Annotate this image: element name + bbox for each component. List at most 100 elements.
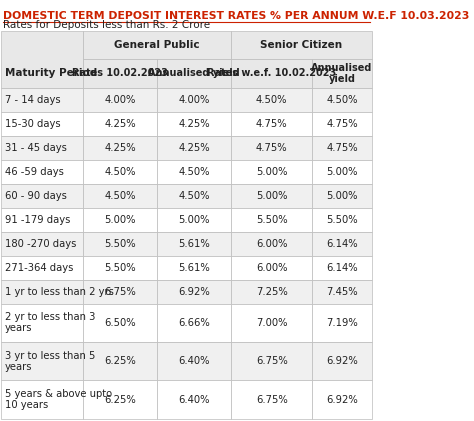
Bar (312, 59, 372, 88)
Bar (157, 184, 231, 208)
Text: 7.00%: 7.00% (256, 318, 288, 328)
Bar (231, 304, 312, 342)
Text: DOMESTIC TERM DEPOSIT INTEREST RATES % PER ANNUM W.E.F 10.03.2023: DOMESTIC TERM DEPOSIT INTEREST RATES % P… (3, 11, 470, 21)
Text: 6.00%: 6.00% (256, 239, 288, 248)
Text: 5.50%: 5.50% (104, 263, 136, 272)
Bar (312, 232, 372, 256)
Bar (1, 208, 83, 232)
Text: 6.40%: 6.40% (178, 356, 210, 366)
Bar (83, 59, 157, 88)
Text: 6.14%: 6.14% (326, 239, 358, 248)
Text: 5.00%: 5.00% (327, 167, 358, 176)
Text: 5.00%: 5.00% (104, 215, 136, 224)
Bar (231, 160, 312, 184)
Bar (83, 380, 157, 419)
Text: Annualised
yield: Annualised yield (311, 63, 373, 84)
Bar (312, 280, 372, 304)
Text: 4.25%: 4.25% (104, 143, 136, 152)
Text: Rates 10.02.2023: Rates 10.02.2023 (72, 68, 168, 78)
Text: 4.25%: 4.25% (104, 119, 136, 128)
Bar (231, 342, 312, 380)
Text: 4.75%: 4.75% (326, 119, 358, 128)
Text: 7.45%: 7.45% (326, 287, 358, 296)
Bar (83, 184, 157, 208)
Bar (1, 232, 83, 256)
Bar (83, 88, 157, 112)
Bar (312, 112, 372, 136)
Text: General Public: General Public (114, 40, 200, 50)
Text: Maturity Period: Maturity Period (5, 68, 97, 78)
Text: 6.00%: 6.00% (256, 263, 288, 272)
Bar (157, 232, 231, 256)
Text: 4.75%: 4.75% (326, 143, 358, 152)
Text: 6.75%: 6.75% (256, 356, 288, 366)
Bar (1, 184, 83, 208)
Text: 6.92%: 6.92% (326, 394, 358, 405)
Text: 6.40%: 6.40% (178, 394, 210, 405)
Bar (1, 136, 83, 160)
Bar (83, 280, 157, 304)
Text: 6.66%: 6.66% (178, 318, 210, 328)
Bar (157, 160, 231, 184)
Text: 5 years & above upto
10 years: 5 years & above upto 10 years (5, 389, 112, 410)
Text: 6.50%: 6.50% (104, 318, 136, 328)
Bar (157, 280, 231, 304)
Bar (231, 280, 312, 304)
Bar (312, 342, 372, 380)
Bar (1, 256, 83, 280)
Bar (157, 88, 231, 112)
Text: 4.00%: 4.00% (104, 95, 136, 104)
Text: 4.75%: 4.75% (256, 119, 288, 128)
Bar (83, 136, 157, 160)
Text: 6.25%: 6.25% (104, 356, 136, 366)
Text: 7.19%: 7.19% (326, 318, 358, 328)
Bar (231, 112, 312, 136)
Text: 4.50%: 4.50% (327, 95, 358, 104)
Text: 6.75%: 6.75% (104, 287, 136, 296)
Text: 4.50%: 4.50% (104, 191, 136, 200)
Bar (1, 304, 83, 342)
Bar (1, 380, 83, 419)
Bar (231, 88, 312, 112)
Bar (312, 136, 372, 160)
Text: 5.00%: 5.00% (327, 191, 358, 200)
Bar (83, 256, 157, 280)
Bar (231, 136, 312, 160)
Text: 4.50%: 4.50% (178, 167, 210, 176)
Text: 5.61%: 5.61% (178, 263, 210, 272)
Text: Senior Citizen: Senior Citizen (260, 40, 342, 50)
Text: 6.25%: 6.25% (104, 394, 136, 405)
Bar (312, 184, 372, 208)
Text: 5.50%: 5.50% (326, 215, 358, 224)
Bar (83, 112, 157, 136)
Bar (1, 31, 83, 88)
Text: 6.92%: 6.92% (178, 287, 210, 296)
Text: 2 yr to less than 3
years: 2 yr to less than 3 years (5, 312, 95, 333)
Bar (157, 380, 231, 419)
Text: 7 - 14 days: 7 - 14 days (5, 95, 61, 104)
Text: 3 yr to less than 5
years: 3 yr to less than 5 years (5, 351, 95, 372)
Bar (157, 256, 231, 280)
Bar (157, 304, 231, 342)
Bar (83, 160, 157, 184)
Text: 5.50%: 5.50% (104, 239, 136, 248)
Bar (1, 280, 83, 304)
Text: 6.14%: 6.14% (326, 263, 358, 272)
Bar (312, 88, 372, 112)
Text: 180 -270 days: 180 -270 days (5, 239, 76, 248)
Text: 5.00%: 5.00% (256, 191, 288, 200)
Bar (83, 208, 157, 232)
Text: 46 -59 days: 46 -59 days (5, 167, 64, 176)
Bar (231, 232, 312, 256)
Bar (1, 342, 83, 380)
Text: 15-30 days: 15-30 days (5, 119, 61, 128)
Text: 4.00%: 4.00% (178, 95, 210, 104)
Bar (231, 380, 312, 419)
Text: 60 - 90 days: 60 - 90 days (5, 191, 67, 200)
Text: 271-364 days: 271-364 days (5, 263, 73, 272)
Bar (312, 380, 372, 419)
Bar (83, 232, 157, 256)
Text: Rates w.e.f. 10.02.2023: Rates w.e.f. 10.02.2023 (207, 68, 337, 78)
Text: 4.50%: 4.50% (256, 95, 288, 104)
Text: 5.00%: 5.00% (178, 215, 210, 224)
